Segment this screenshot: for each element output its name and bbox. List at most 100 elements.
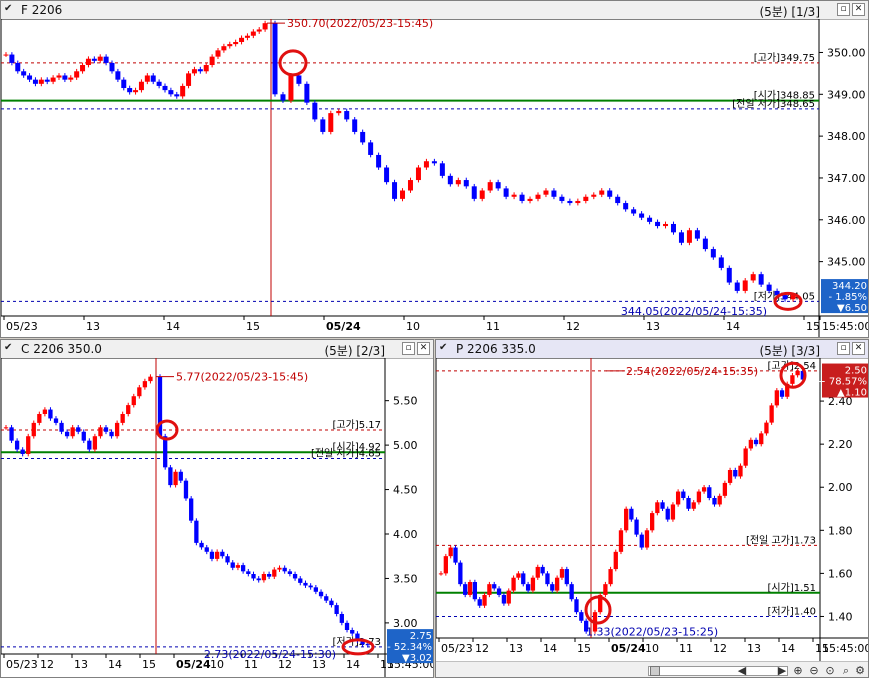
candle-body [574,599,579,613]
candle-body [344,111,350,120]
candle-body [686,230,692,243]
candle-body [392,182,398,199]
candle-body [329,600,334,606]
panel-interval[interactable]: (5분) [3/3] [759,344,820,358]
zoom-in-icon[interactable]: ⊕ [793,664,803,677]
zoom-out-icon[interactable]: ⊖ [809,664,819,677]
candle-body [543,190,549,195]
candle-body [328,113,334,132]
candle-body [644,530,650,548]
candle-body [209,551,215,559]
candle-body [660,502,665,509]
candle-body [368,142,374,155]
candle-body [21,71,27,76]
candle-body [591,194,597,197]
candle-body [103,56,109,63]
x-tick-label: 11 [486,320,500,333]
check-icon[interactable]: ✔ [4,3,13,14]
config-icon[interactable]: ⚙ [855,664,865,677]
panel-titlebar: ✔ P 2206 335.0 (5분) [3/3] ▫ ✕ [436,340,868,359]
x-tick-label: 14 [346,658,360,671]
highlight-circle [584,595,612,625]
zoom-reset-icon[interactable]: ⊙ [825,664,835,677]
candle-body [678,232,684,243]
scroll-thumb[interactable] [650,666,660,676]
candle-body [738,465,743,477]
y-tick-label: 3.50 [393,572,418,585]
maximize-icon[interactable]: ▫ [837,3,850,16]
candle-body [256,29,262,32]
candle-body [639,534,644,548]
price-badge [822,363,868,398]
close-icon[interactable]: ✕ [852,342,865,355]
candle-body [423,161,429,168]
futures-candle-chart[interactable]: 350.00 349.00 348.00 347.00 346.00 345.00 05/2… [1,19,869,338]
candle-body [717,495,722,505]
high-line-label: [고가]5.17 [333,419,381,431]
panel-interval[interactable]: (5분) [2/3] [324,344,385,358]
candle-body [298,578,303,583]
candle-body [288,75,294,101]
panel-titlebar: ✔ C 2206 350.0 (5분) [2/3] ▫ ✕ [1,340,433,359]
candle-body [121,79,127,89]
close-icon[interactable]: ✕ [417,342,430,355]
candle-body [280,94,286,101]
maximize-icon[interactable]: ▫ [837,342,850,355]
scroll-track[interactable] [648,666,788,676]
x-tick-label: 10 [406,320,420,333]
candle-body [204,547,209,552]
candle-body [53,418,59,423]
candle-body [753,439,759,445]
candle-body [312,102,318,120]
scroll-left-icon[interactable]: ◀ [737,664,747,677]
search-icon[interactable]: ⌕ [842,664,850,677]
x-tick-label: 15 [815,642,829,655]
maximize-icon[interactable]: ▫ [402,342,415,355]
candle-body [56,75,62,78]
candle-body [215,50,221,57]
candle-body [272,569,277,577]
candle-body [221,46,227,51]
candle-body [62,75,68,80]
close-icon[interactable]: ✕ [852,3,865,16]
candle-body [148,376,153,382]
candle-body [27,75,33,80]
candle-body [511,577,516,591]
candle-body [455,180,461,185]
candle-body [603,584,608,595]
candle-body [613,551,618,570]
candle-body [774,390,779,406]
candle-body [750,274,756,281]
check-icon[interactable]: ✔ [4,342,13,353]
candle-body [150,75,156,82]
candle-body [769,405,774,423]
candle-body [521,573,526,585]
candle-body [559,196,565,201]
candle-body [355,633,360,641]
panel-interval[interactable]: (5분) [1/3] [759,5,820,19]
candle-body [742,280,748,291]
scroll-right-icon[interactable]: ▶ [777,664,787,677]
candle-body [782,295,788,300]
panel-title: C 2206 350.0 [21,342,102,356]
chart-scrollbar[interactable]: ◀ ▶ ⊕ ⊖ ⊙ ⌕ ⚙ [436,661,868,677]
panel-title: F 2206 [21,3,63,17]
candle-body [191,69,197,74]
x-tick-label: 05/24 [176,658,211,671]
candle-body [103,427,109,432]
x-tick-label: 12 [278,658,292,671]
check-icon[interactable]: ✔ [439,342,448,353]
candle-body [463,584,468,595]
y-tick-label: 349.00 [827,88,866,101]
candle-body [479,190,485,199]
candle-body [448,547,453,557]
x-tick-label: 05/23 [6,658,38,671]
candle-body [225,556,230,563]
candle-body [618,530,624,552]
candle-body [203,65,209,72]
candle-body [126,405,131,414]
y-tick-label: 3.00 [393,617,418,630]
candle-body [308,585,313,588]
